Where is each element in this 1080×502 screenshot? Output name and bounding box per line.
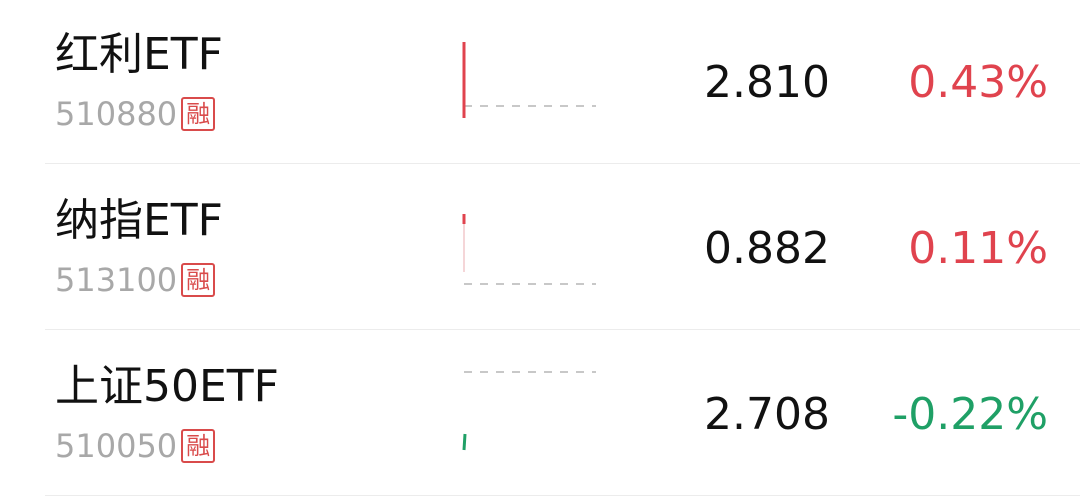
etf-code-group: 513100 融 bbox=[55, 261, 216, 299]
etf-name: 上证50ETF bbox=[55, 361, 279, 412]
etf-change-percent: -0.22% bbox=[892, 389, 1048, 440]
etf-code-group: 510880 融 bbox=[55, 95, 216, 133]
etf-price: 0.882 bbox=[704, 223, 830, 274]
etf-name: 红利ETF bbox=[55, 29, 223, 80]
etf-name: 纳指ETF bbox=[55, 195, 223, 246]
sparkline bbox=[462, 371, 596, 451]
etf-code-group: 510050 融 bbox=[55, 427, 216, 465]
etf-price: 2.810 bbox=[704, 57, 830, 108]
etf-code: 510050 bbox=[55, 427, 178, 465]
sparkline-trend bbox=[462, 433, 467, 451]
etf-code: 513100 bbox=[55, 261, 178, 299]
etf-code: 510880 bbox=[55, 95, 178, 133]
etf-price: 2.708 bbox=[704, 389, 830, 440]
list-item[interactable]: 上证50ETF 510050 融 2.708 -0.22% bbox=[0, 332, 1080, 498]
etf-change-percent: 0.11% bbox=[908, 223, 1048, 274]
list-item[interactable]: 红利ETF 510880 融 2.810 0.43% bbox=[0, 0, 1080, 166]
row-divider bbox=[45, 495, 1080, 496]
margin-badge-icon: 融 bbox=[181, 97, 216, 131]
sparkline bbox=[462, 42, 596, 118]
etf-change-percent: 0.43% bbox=[908, 57, 1048, 108]
row-divider bbox=[45, 163, 1080, 164]
list-item[interactable]: 纳指ETF 513100 融 0.882 0.11% bbox=[0, 166, 1080, 332]
sparkline bbox=[462, 214, 596, 285]
margin-badge-icon: 融 bbox=[181, 429, 216, 463]
row-divider bbox=[45, 329, 1080, 330]
margin-badge-icon: 融 bbox=[181, 263, 216, 297]
